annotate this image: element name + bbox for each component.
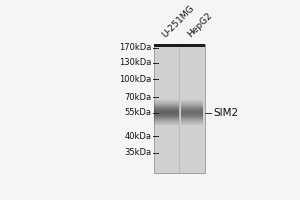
Bar: [154, 114, 178, 115]
Text: 130kDa: 130kDa: [119, 58, 152, 67]
Text: 170kDa: 170kDa: [119, 43, 152, 52]
Text: 55kDa: 55kDa: [124, 108, 152, 117]
Bar: [154, 107, 178, 108]
Bar: [181, 111, 203, 112]
Text: 35kDa: 35kDa: [124, 148, 152, 157]
Bar: [154, 112, 178, 113]
Bar: [181, 122, 203, 123]
Bar: [154, 123, 178, 124]
Bar: [154, 106, 178, 107]
Bar: [154, 102, 178, 103]
Bar: [154, 110, 178, 111]
Bar: [154, 116, 178, 117]
Bar: [181, 117, 203, 118]
Bar: [181, 104, 203, 105]
Bar: [181, 113, 203, 114]
Bar: [154, 103, 178, 104]
Bar: [154, 105, 178, 106]
Bar: [154, 124, 178, 125]
Text: HepG2: HepG2: [186, 11, 214, 39]
Bar: [181, 119, 203, 120]
Bar: [181, 102, 203, 103]
Text: U-251MG: U-251MG: [160, 4, 196, 39]
Bar: [181, 121, 203, 122]
Bar: [181, 107, 203, 108]
Bar: [154, 44, 205, 173]
Bar: [181, 101, 203, 102]
Bar: [154, 115, 178, 116]
Bar: [154, 100, 178, 101]
Bar: [181, 120, 203, 121]
Text: 70kDa: 70kDa: [124, 93, 152, 102]
Bar: [154, 118, 178, 119]
Bar: [181, 109, 203, 110]
Bar: [154, 101, 178, 102]
Bar: [154, 109, 178, 110]
Bar: [154, 119, 178, 120]
Bar: [181, 114, 203, 115]
Bar: [181, 100, 203, 101]
Text: SIM2: SIM2: [213, 108, 238, 118]
Bar: [154, 113, 178, 114]
Bar: [181, 108, 203, 109]
Text: 40kDa: 40kDa: [124, 132, 152, 141]
Bar: [154, 120, 178, 121]
Bar: [181, 105, 203, 106]
Bar: [154, 44, 205, 47]
Bar: [181, 118, 203, 119]
Bar: [181, 112, 203, 113]
Bar: [154, 117, 178, 118]
Bar: [154, 108, 178, 109]
Bar: [154, 104, 178, 105]
Text: 100kDa: 100kDa: [119, 75, 152, 84]
Bar: [181, 116, 203, 117]
Bar: [154, 122, 178, 123]
Bar: [181, 124, 203, 125]
Bar: [154, 121, 178, 122]
Bar: [181, 123, 203, 124]
Bar: [154, 111, 178, 112]
Bar: [181, 106, 203, 107]
Bar: [181, 103, 203, 104]
Bar: [181, 115, 203, 116]
Bar: [181, 110, 203, 111]
